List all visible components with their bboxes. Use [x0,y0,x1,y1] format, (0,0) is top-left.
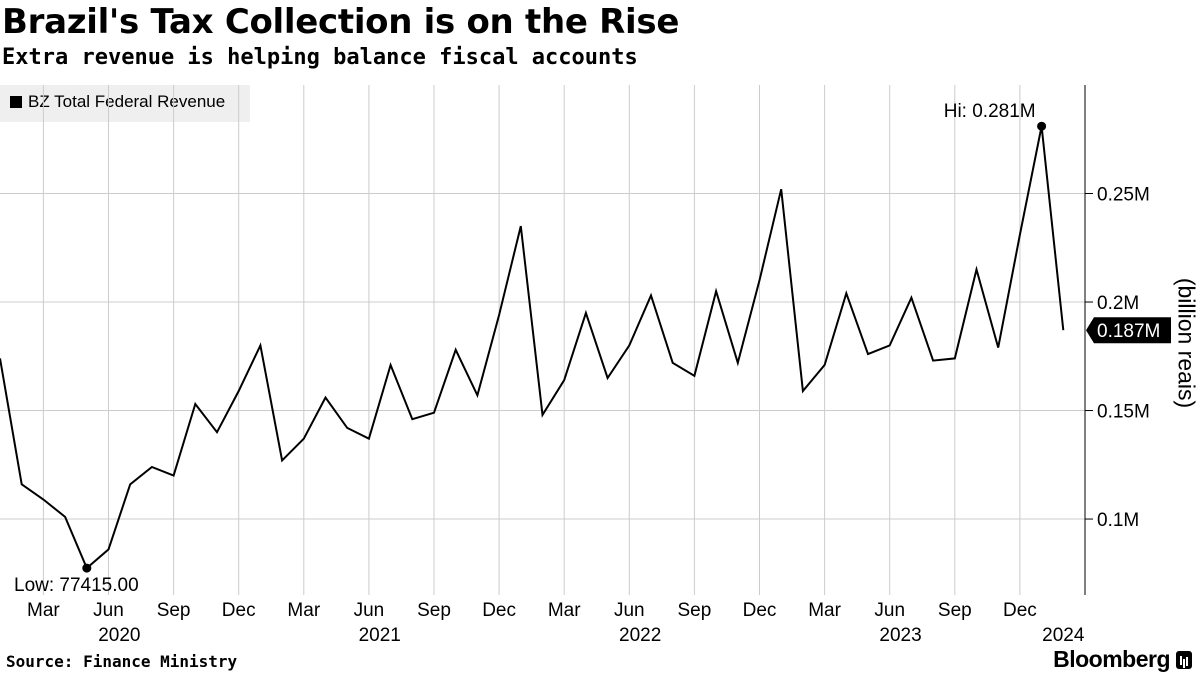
x-tick-label: Sep [157,600,191,621]
x-tick-label: Sep [938,600,972,621]
x-tick-label: Dec [482,600,516,621]
bloomberg-terminal-icon [1176,650,1192,669]
x-year-label: 2024 [1042,625,1085,646]
x-tick-label: Dec [1003,600,1037,621]
series-line [0,126,1065,570]
x-year-label: 2020 [98,625,140,646]
x-tick-label: Sep [417,600,451,621]
y-tick-label: 0.15M [1097,402,1150,423]
x-tick-label: Jun [354,600,385,621]
x-tick-label: Sep [677,600,711,621]
y-tick-label: 0.2M [1097,293,1139,314]
chart-title: Brazil's Tax Collection is on the Rise [2,2,680,42]
low-point-marker [82,563,92,573]
y-tick-label: 0.1M [1097,510,1139,531]
x-year-label: 2022 [619,625,661,646]
brand-name: Bloomberg [1053,646,1170,672]
grid-layer [0,85,1085,595]
low-point-label: Low: 77415.00 [14,575,139,596]
source-note: Source: Finance Ministry [6,652,238,671]
x-tick-label: Dec [222,600,256,621]
x-tick-label: Mar [27,600,60,621]
annotation-layer: Hi: 0.281M Low: 77415.00 0.187M [14,101,1171,596]
chart-subtitle: Extra revenue is helping balance fiscal … [2,45,638,70]
y-tick-label: 0.25M [1097,185,1150,206]
x-year-label: 2023 [879,625,921,646]
legend-label: BZ Total Federal Revenue [28,92,226,111]
x-year-label: 2021 [359,625,401,646]
last-value-tag [1086,317,1171,344]
x-tick-label: Jun [874,600,905,621]
x-tick-label: Jun [614,600,645,621]
x-tick-label: Dec [743,600,777,621]
x-tick-label: Jun [93,600,124,621]
high-point-marker [1037,121,1047,131]
series-layer [0,126,1065,570]
legend-square-icon [10,96,22,108]
x-tick-label: Mar [548,600,581,621]
high-point-label: Hi: 0.281M [944,101,1036,122]
last-value-label: 0.187M [1097,321,1160,342]
y-axis-label: (billion reais) [1173,277,1200,409]
legend-background [0,85,250,122]
axis-layer: Mar Jun Sep Dec Mar Jun Sep Dec Mar Jun Sep Dec Mar J… [27,85,1150,646]
x-tick-label: Mar [808,600,841,621]
x-tick-label: Mar [287,600,320,621]
bloomberg-logo: Bloomberg [1053,646,1192,673]
